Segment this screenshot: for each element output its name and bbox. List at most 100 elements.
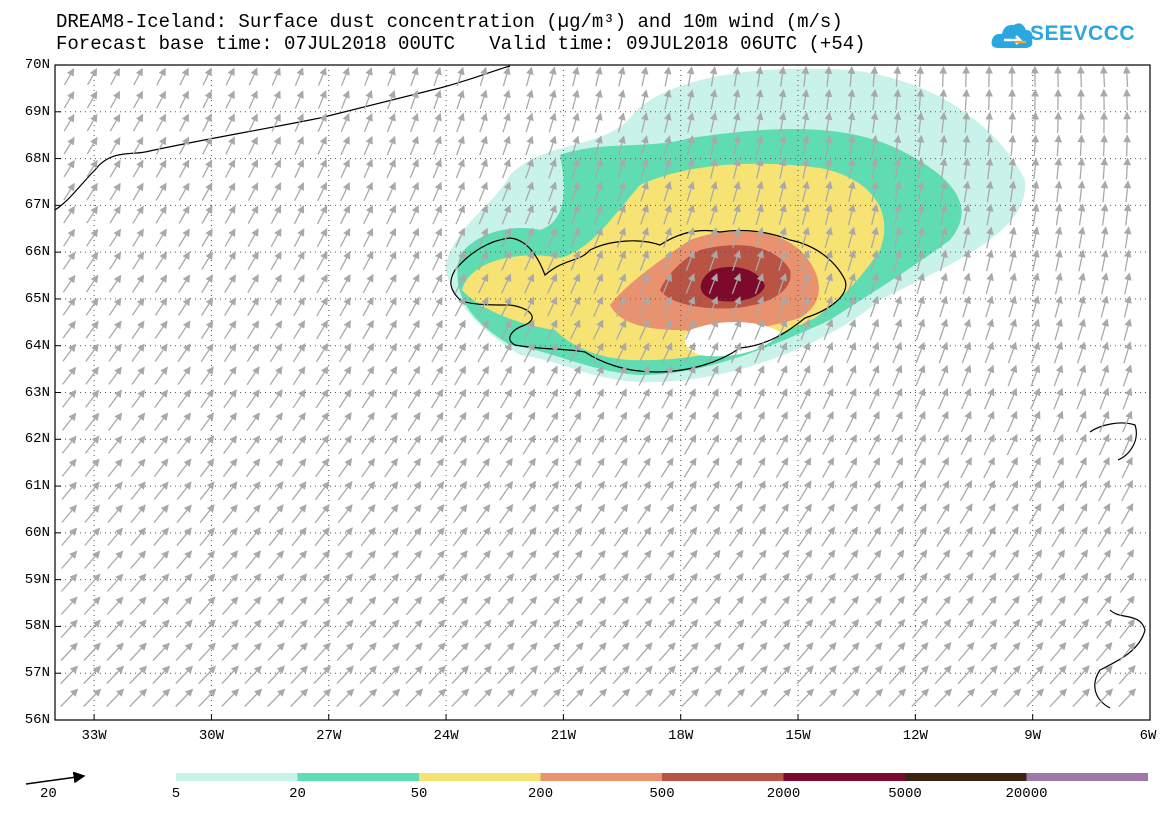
wind-arrow — [1075, 456, 1087, 479]
wind-arrow — [865, 688, 884, 708]
wind-arrow — [755, 226, 764, 248]
wind-arrow — [981, 618, 998, 639]
wind-arrow — [1100, 318, 1109, 341]
wind-arrow — [316, 319, 328, 340]
wind-arrow — [1031, 272, 1040, 295]
wind-arrow — [705, 572, 721, 593]
wind-arrow — [870, 134, 879, 157]
wind-arrow — [407, 365, 421, 386]
wind-arrow — [938, 364, 949, 387]
wind-arrow — [291, 504, 307, 524]
wind-arrow — [543, 642, 561, 662]
wind-arrow — [385, 342, 397, 363]
wind-arrow — [658, 642, 676, 662]
wind-arrow — [799, 365, 811, 387]
longitude-label: 6W — [1139, 728, 1157, 744]
wind-arrow — [890, 480, 904, 502]
wind-arrow — [340, 159, 350, 179]
wind-arrow — [570, 250, 581, 271]
wind-arrow — [543, 619, 561, 639]
wind-arrow — [178, 159, 190, 178]
wind-arrow — [1075, 433, 1087, 456]
wind-arrow — [778, 203, 787, 225]
wind-arrow — [221, 619, 239, 639]
wind-arrow — [778, 249, 787, 272]
wind-arrow — [659, 526, 675, 547]
wind-arrow — [1004, 618, 1021, 639]
wind-arrow — [729, 503, 743, 524]
wind-arrow — [1053, 387, 1064, 410]
wind-arrow — [870, 180, 879, 203]
wind-arrow — [63, 159, 75, 178]
wind-arrow — [524, 273, 535, 294]
wind-arrow — [1121, 433, 1133, 456]
wind-arrow — [224, 274, 236, 293]
wind-arrow — [432, 250, 443, 271]
wind-arrow — [731, 249, 741, 272]
wind-arrow — [336, 665, 354, 685]
wind-arrow — [525, 112, 534, 133]
wind-arrow — [1098, 456, 1110, 479]
wind-arrow — [662, 227, 672, 248]
wind-arrow — [85, 320, 99, 339]
wind-arrow — [382, 642, 400, 662]
wind-arrow — [385, 250, 397, 271]
wind-arrow — [200, 297, 214, 316]
wind-arrow — [982, 526, 996, 547]
wind-arrow — [593, 250, 604, 271]
wind-arrow — [1118, 642, 1136, 662]
wind-arrow — [178, 228, 190, 247]
wind-arrow — [662, 319, 673, 340]
wind-arrow — [86, 113, 98, 132]
wind-arrow — [1008, 295, 1017, 318]
wind-arrow — [290, 619, 308, 639]
wind-arrow — [1119, 572, 1135, 593]
wind-arrow — [384, 457, 399, 478]
wind-arrow — [408, 342, 420, 363]
wind-arrow — [152, 619, 170, 639]
wind-arrow — [776, 365, 788, 387]
wind-arrow — [340, 90, 350, 109]
colorbar-label: 20000 — [1005, 786, 1048, 802]
wind-arrow — [363, 158, 373, 179]
wind-arrow — [155, 251, 167, 270]
wind-arrow — [1122, 410, 1133, 433]
wind-arrow — [776, 434, 788, 455]
wind-arrow — [706, 457, 720, 478]
wind-arrow — [129, 642, 147, 661]
wind-arrow — [315, 366, 329, 386]
wind-arrow — [868, 411, 880, 433]
wind-arrow — [294, 90, 304, 109]
wind-arrow — [801, 66, 810, 87]
wind-arrow — [363, 112, 373, 133]
wind-arrow — [893, 180, 902, 203]
wind-arrow — [590, 572, 606, 593]
wind-arrow — [360, 596, 377, 616]
wind-arrow — [62, 297, 76, 316]
wind-arrow — [386, 204, 396, 225]
wind-arrow — [478, 204, 488, 225]
wind-arrow — [86, 205, 98, 224]
wind-arrow — [615, 342, 627, 363]
wind-arrow — [131, 320, 145, 339]
wind-arrow — [501, 273, 512, 294]
wind-arrow — [156, 67, 166, 86]
wind-arrow — [939, 203, 948, 226]
wind-arrow — [1029, 433, 1041, 456]
wind-arrow — [315, 435, 329, 455]
wind-arrow — [129, 619, 147, 638]
wind-arrow — [824, 111, 833, 133]
wind-arrow — [363, 204, 373, 225]
wind-arrow — [545, 457, 559, 478]
wind-arrow — [640, 89, 649, 110]
longitude-label: 18W — [668, 728, 694, 744]
wind-arrow — [292, 343, 306, 363]
wind-arrow — [865, 642, 883, 662]
wind-arrow — [640, 204, 649, 225]
wind-arrow — [129, 665, 148, 684]
wind-arrow — [270, 274, 282, 294]
wind-arrow — [176, 550, 193, 570]
wind-arrow — [958, 618, 975, 639]
wind-arrow — [1123, 180, 1132, 203]
wind-arrow — [824, 66, 833, 87]
